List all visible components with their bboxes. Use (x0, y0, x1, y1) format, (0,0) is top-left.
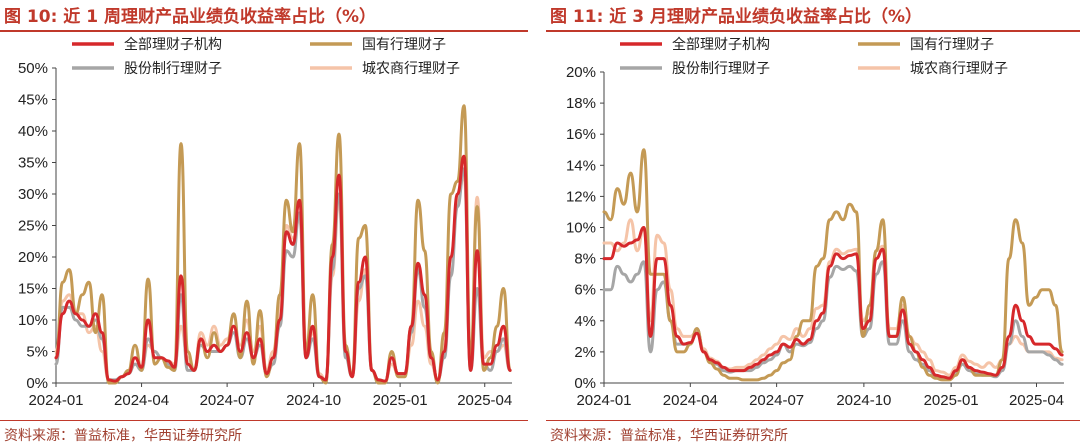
y-tick-label: 15% (18, 281, 48, 298)
y-tick-label: 8% (574, 251, 596, 268)
series-line-all-wmc (602, 226, 1064, 380)
y-tick-label: 35% (18, 155, 48, 172)
y-tick-label: 12% (566, 188, 596, 205)
y-tick-label: 50% (18, 60, 48, 77)
y-tick-label: 45% (18, 92, 48, 109)
x-tick-label: 2025-01 (373, 392, 428, 409)
y-tick-label: 18% (566, 95, 596, 112)
legend-label: 股份制行理财子 (672, 61, 770, 77)
y-tick-label: 5% (26, 344, 48, 361)
x-tick-label: 2025-01 (924, 392, 979, 409)
x-tick-label: 2024-10 (286, 392, 341, 409)
y-tick-label: 20% (566, 64, 596, 81)
y-tick-label: 10% (566, 220, 596, 237)
x-tick-label: 2024-04 (114, 392, 169, 409)
x-tick-label: 2024-01 (576, 392, 631, 409)
y-tick-label: 40% (18, 123, 48, 140)
left-source-note: 资料来源：普益标准，华西证券研究所 (4, 428, 242, 444)
right-chart-panel: 图 11: 近 3 月理财产品业绩负收益率占比（%） 0% 2% 4% 6% 8% 10%… (546, 0, 1080, 447)
legend-label: 全部理财子机构 (672, 36, 770, 53)
legend-label: 国有行理财子 (362, 37, 446, 53)
right-footer-rule (546, 420, 1080, 421)
series-line-state-bank-wmc (602, 148, 1064, 382)
x-tick-label: 2024-04 (663, 392, 718, 409)
right-source-note: 资料来源：普益标准，华西证券研究所 (550, 428, 788, 444)
y-tick-label: 4% (574, 313, 596, 330)
right-line-chart: 0% 2% 4% 6% 8% 10% 12% 14% 16% 18% 20% 2024-01 2024-… (566, 36, 1064, 409)
x-tick-label: 2025-04 (457, 392, 512, 409)
y-tick-label: 10% (18, 312, 48, 329)
y-tick-label: 20% (18, 249, 48, 266)
y-tick-label: 0% (574, 375, 596, 392)
series-line-state-bank-wmc (54, 104, 512, 385)
legend-label: 国有行理财子 (910, 37, 994, 53)
x-tick-label: 2024-07 (200, 392, 255, 409)
legend-label: 城农商行理财子 (362, 61, 460, 77)
x-tick-label: 2024-07 (749, 392, 804, 409)
y-tick-label: 30% (18, 186, 48, 203)
x-tick-label: 2025-04 (1009, 392, 1064, 409)
y-tick-label: 16% (566, 126, 596, 143)
series-line-city-rural-wmc (602, 218, 1064, 377)
x-tick-label: 2024-01 (28, 392, 83, 409)
left-chart-title: 图 10: 近 1 周理财产品业绩负收益率占比（%） (4, 7, 376, 27)
legend-label: 全部理财子机构 (124, 36, 222, 53)
legend-label: 城农商行理财子 (910, 61, 1008, 77)
right-chart-title: 图 11: 近 3 月理财产品业绩负收益率占比（%） (550, 7, 922, 27)
left-chart-panel: 图 10: 近 1 周理财产品业绩负收益率占比（%） 0% 5% 10% 15% 20%… (0, 0, 528, 447)
y-tick-label: 25% (18, 218, 48, 235)
left-title-rule (0, 30, 528, 32)
legend-label: 股份制行理财子 (124, 61, 222, 77)
y-tick-label: 6% (574, 282, 596, 299)
series-line-all-wmc (54, 154, 512, 383)
x-tick-label: 2024-10 (836, 392, 891, 409)
left-footer-rule (0, 420, 528, 421)
y-tick-label: 2% (574, 344, 596, 361)
y-tick-label: 0% (26, 375, 48, 392)
y-tick-label: 14% (566, 157, 596, 174)
left-line-chart: 0% 5% 10% 15% 20% 25% 30% 35% 40% 45% 50% 2024-01 20… (18, 36, 512, 409)
right-title-rule (546, 30, 1080, 32)
